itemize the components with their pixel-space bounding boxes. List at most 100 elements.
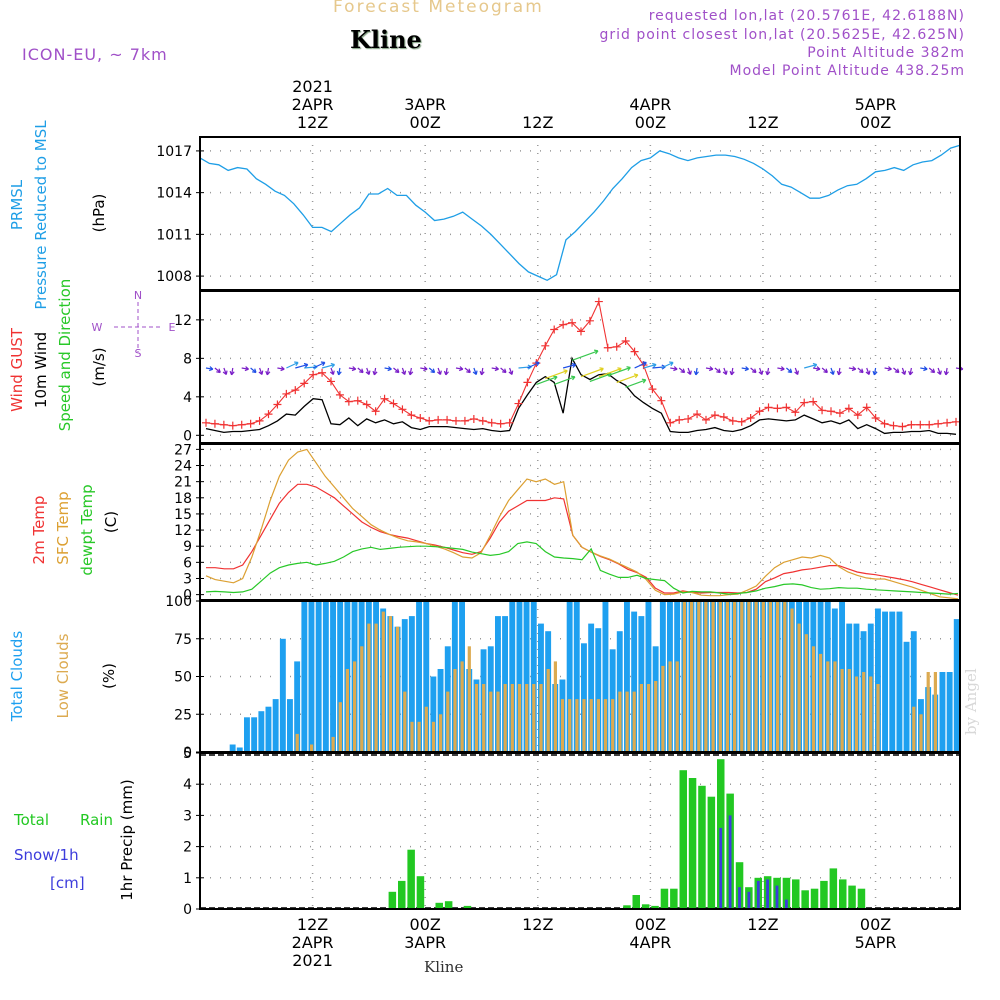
gust-marker <box>818 406 827 415</box>
rain-bar <box>735 862 744 909</box>
wind-direction-arrow <box>329 367 335 375</box>
gust-marker <box>362 400 371 409</box>
low-cloud-bar <box>331 736 335 752</box>
total-cloud-bar <box>401 619 408 752</box>
clouds-label-unit: (%) <box>100 663 118 689</box>
low-cloud-bar <box>811 646 816 752</box>
wind-direction-arrow <box>661 361 674 369</box>
low-cloud-bar <box>496 691 500 752</box>
gust-marker <box>353 396 362 405</box>
wind-direction-arrow <box>472 367 478 375</box>
low-cloud-bar <box>632 691 636 752</box>
pressure-label-msl: Pressure Reduced to MSL <box>32 120 50 310</box>
ytick-label-precip: 3 <box>183 808 192 824</box>
wind-direction-arrow <box>562 362 577 369</box>
low-cloud-bar <box>690 601 694 752</box>
precip-legend-total: Total <box>13 811 49 829</box>
rain-bar <box>820 880 828 909</box>
total-cloud-bar <box>229 744 236 752</box>
gust-marker <box>291 386 300 395</box>
rain-bar <box>848 885 856 909</box>
gust-marker <box>416 413 425 422</box>
wind-direction-arrow <box>893 367 900 374</box>
low-cloud-bar <box>625 691 629 752</box>
low-cloud-bar <box>345 669 349 752</box>
model-label: ICON-EU, ~ 7km <box>22 45 168 64</box>
total-cloud-bar <box>287 699 293 752</box>
wind-direction-arrow <box>765 367 771 376</box>
top-time-label: 2021 <box>292 77 333 96</box>
gust-marker <box>309 370 318 379</box>
total-cloud-bar <box>595 628 602 752</box>
wind-direction-arrow <box>241 366 249 372</box>
wind-direction-arrow <box>250 367 257 374</box>
rain-bar <box>623 905 631 909</box>
snow-bar <box>785 899 788 909</box>
wind-direction-arrow <box>705 366 714 372</box>
total-cloud-bar <box>495 616 501 752</box>
wind-direction-arrow <box>428 367 436 374</box>
gust-marker <box>675 415 684 424</box>
gust-marker <box>693 410 702 419</box>
pressure-line <box>199 144 961 282</box>
wind-direction-arrow <box>357 367 364 374</box>
wind-direction-arrow <box>258 367 264 375</box>
wind-direction-arrow <box>500 367 507 374</box>
precip-legend-unit: [cm] <box>50 874 85 892</box>
wind-direction-arrow <box>857 367 864 374</box>
gust-marker <box>889 421 898 430</box>
total-cloud-bar <box>330 601 336 752</box>
wind-direction-arrow <box>553 375 576 385</box>
gust-marker <box>228 421 237 430</box>
ytick-label-pressure: 1008 <box>156 269 192 285</box>
snow-bar <box>766 879 769 909</box>
wind-direction-arrow <box>865 367 871 375</box>
low-cloud-bar <box>431 721 436 752</box>
ytick-label-temperature: 18 <box>174 491 192 507</box>
wind-direction-arrow <box>829 367 835 375</box>
temp-label-2m: 2m Temp <box>30 496 48 565</box>
low-cloud-bar <box>360 646 364 752</box>
temp-line-0 <box>206 483 959 596</box>
low-cloud-bar <box>847 669 851 752</box>
low-cloud-bar <box>790 608 794 752</box>
low-cloud-bar <box>768 601 772 752</box>
total-cloud-bar <box>408 616 415 752</box>
wind-direction-arrow <box>348 366 357 372</box>
total-cloud-bar <box>910 631 917 752</box>
total-cloud-bar <box>573 601 580 752</box>
wind-label-10m: 10m Wind <box>32 332 50 408</box>
snow-bar <box>719 827 723 909</box>
gust-marker <box>862 403 871 412</box>
wind-label-unit: (m/s) <box>90 347 108 386</box>
compass-e: E <box>169 321 176 334</box>
wind-direction-arrow <box>729 367 735 376</box>
bottom-time-label: 12Z <box>297 915 328 934</box>
wind-direction-arrow <box>722 367 728 375</box>
bottom-time-label: 00Z <box>635 915 666 934</box>
wind-direction-arrow <box>943 367 949 376</box>
low-cloud-bar <box>740 601 744 752</box>
rain-bar <box>416 876 425 909</box>
gust-marker <box>737 417 746 426</box>
precip-legend-rain: Rain <box>80 811 113 829</box>
compass-n: N <box>134 289 142 302</box>
gust-marker <box>782 403 791 412</box>
low-cloud-bar <box>876 684 880 752</box>
low-cloud-bar <box>446 691 450 752</box>
low-cloud-bar <box>826 661 830 752</box>
ytick-label-precip: 2 <box>183 840 192 856</box>
gust-marker <box>335 390 344 399</box>
top-time-label: 12Z <box>297 113 328 132</box>
precip-label-unit: 1hr Precip (mm) <box>118 779 136 900</box>
clouds-label-total: Total Clouds <box>8 631 26 723</box>
low-cloud-bar <box>618 691 622 752</box>
wind-direction-arrow <box>527 361 540 369</box>
rain-bar <box>651 905 659 909</box>
ytick-label-precip: 0 <box>183 902 192 918</box>
low-cloud-bar <box>840 669 844 752</box>
low-cloud-bar <box>761 601 765 752</box>
wind-direction-arrow <box>884 366 892 372</box>
